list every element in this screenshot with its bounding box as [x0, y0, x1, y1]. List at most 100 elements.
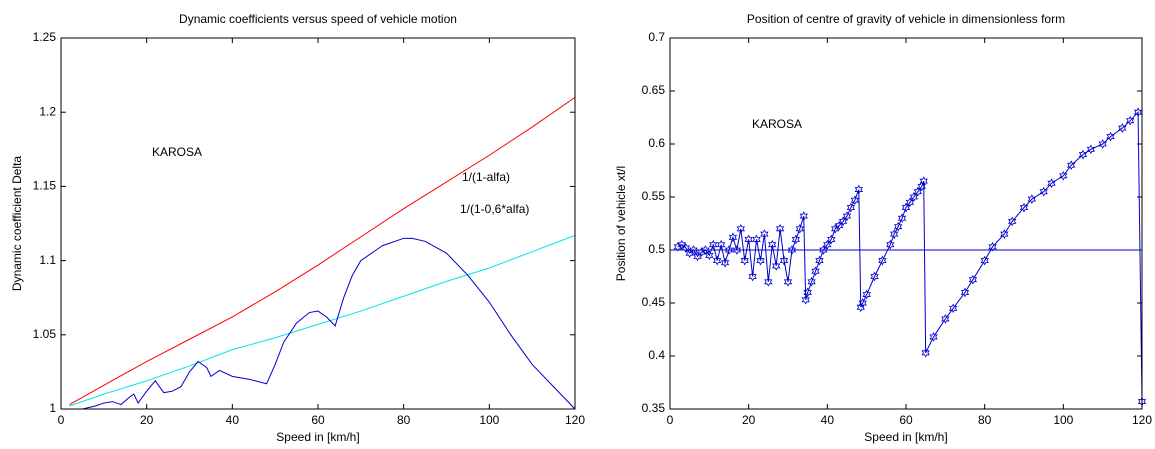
star-marker: [1019, 202, 1029, 213]
star-marker: [1007, 216, 1017, 227]
annotation: KAROSA: [152, 145, 202, 159]
star-marker: [775, 223, 785, 234]
star-marker: [764, 276, 773, 287]
star-marker: [693, 251, 702, 262]
star-marker: [720, 257, 730, 268]
plot-lines: [670, 107, 1147, 407]
star-marker: [889, 229, 899, 239]
star-marker: [709, 239, 718, 250]
star-marker: [685, 248, 694, 259]
star-marker: [807, 276, 816, 287]
y-tick-label: 1: [49, 401, 56, 415]
y-tick-label: 1.05: [33, 327, 57, 341]
axes-box: [60, 37, 576, 410]
star-marker: [752, 234, 761, 245]
x-tick-label: 0: [667, 413, 674, 427]
star-marker: [1027, 194, 1037, 204]
x-tick-label: 120: [1132, 413, 1152, 427]
star-marker: [921, 347, 930, 358]
star-marker: [787, 245, 797, 255]
star-marker: [811, 266, 820, 277]
star-marker: [791, 234, 801, 245]
data-line: [69, 237, 576, 410]
star-marker: [917, 181, 926, 192]
star-marker: [716, 239, 726, 250]
star-marker: [681, 243, 690, 253]
y-tick-label: 0.4: [648, 348, 665, 362]
star-marker: [712, 255, 722, 266]
x-tick-label: 0: [58, 413, 65, 427]
star-marker: [870, 271, 879, 282]
star-marker: [771, 261, 781, 271]
star-marker: [799, 211, 808, 221]
star-marker: [1106, 131, 1115, 142]
axes-box: [669, 37, 1143, 410]
star-marker: [1086, 144, 1096, 155]
star-marker: [846, 202, 856, 213]
star-marker: [744, 234, 753, 245]
chart-title: Dynamic coefficients versus speed of veh…: [179, 12, 457, 26]
x-tick-label: 60: [311, 413, 325, 427]
y-tick-label: 0.6: [648, 136, 665, 150]
star-marker: [960, 287, 970, 298]
star-marker: [948, 303, 958, 314]
star-marker: [677, 239, 687, 250]
star-marker: [815, 255, 824, 266]
data-line: [69, 96, 576, 405]
annotation: 1/(1-0,6*alfa): [460, 202, 529, 216]
star-marker: [724, 245, 734, 255]
star-marker: [756, 255, 765, 266]
x-axis-label: Speed in [km/h]: [276, 430, 359, 444]
star-marker: [842, 211, 852, 221]
y-tick-label: 0.5: [648, 242, 665, 256]
star-marker: [854, 184, 864, 195]
x-tick-label: 80: [397, 413, 411, 427]
star-marker: [803, 287, 812, 298]
star-marker: [1000, 229, 1009, 239]
star-marker: [834, 220, 844, 231]
data-line: [677, 110, 1143, 402]
star-marker: [1047, 178, 1056, 189]
star-marker: [850, 195, 860, 206]
star-marker: [1098, 139, 1107, 149]
y-tick-label: 0.55: [642, 189, 666, 203]
star-marker: [1118, 123, 1127, 133]
plot-area: [61, 38, 575, 409]
star-marker: [893, 221, 903, 232]
x-tick-label: 80: [978, 413, 992, 427]
y-tick-label: 0.45: [642, 295, 666, 309]
star-marker: [988, 241, 997, 252]
star-marker: [760, 229, 769, 239]
y-tick-label: 0.65: [642, 83, 666, 97]
star-marker: [795, 223, 805, 234]
star-marker: [830, 223, 840, 234]
star-marker: [673, 241, 683, 252]
star-marker: [768, 239, 777, 250]
chart-title: Position of centre of gravity of vehicle…: [747, 12, 1065, 26]
annotation: KAROSA: [752, 117, 802, 131]
star-marker: [919, 176, 928, 186]
x-tick-label: 40: [821, 413, 835, 427]
star-marker: [878, 255, 887, 266]
star-marker: [886, 239, 895, 250]
star-marker: [748, 271, 757, 282]
x-tick-label: 120: [565, 413, 585, 427]
star-marker: [1059, 170, 1068, 181]
star-marker: [740, 255, 749, 266]
y-axis-label: Position of vehicle xt/l: [614, 166, 628, 281]
x-tick-label: 20: [140, 413, 154, 427]
annotation: 1/(1-alfa): [462, 170, 510, 184]
chart-panel: 0 20 40 60 80 100 120 0.35 0.4 0.45 0.5 0.55 0.6 0.65…: [614, 12, 1152, 444]
star-marker: [1078, 149, 1088, 160]
data-line: [69, 234, 576, 407]
star-marker: [827, 234, 836, 245]
star-marker: [701, 245, 710, 255]
star-marker: [980, 255, 989, 266]
star-marker: [941, 314, 950, 324]
star-marker: [801, 294, 810, 305]
y-tick-label: 0.35: [642, 401, 666, 415]
star-marker: [858, 298, 867, 308]
x-tick-label: 20: [742, 413, 756, 427]
plot-lines: [69, 96, 576, 410]
